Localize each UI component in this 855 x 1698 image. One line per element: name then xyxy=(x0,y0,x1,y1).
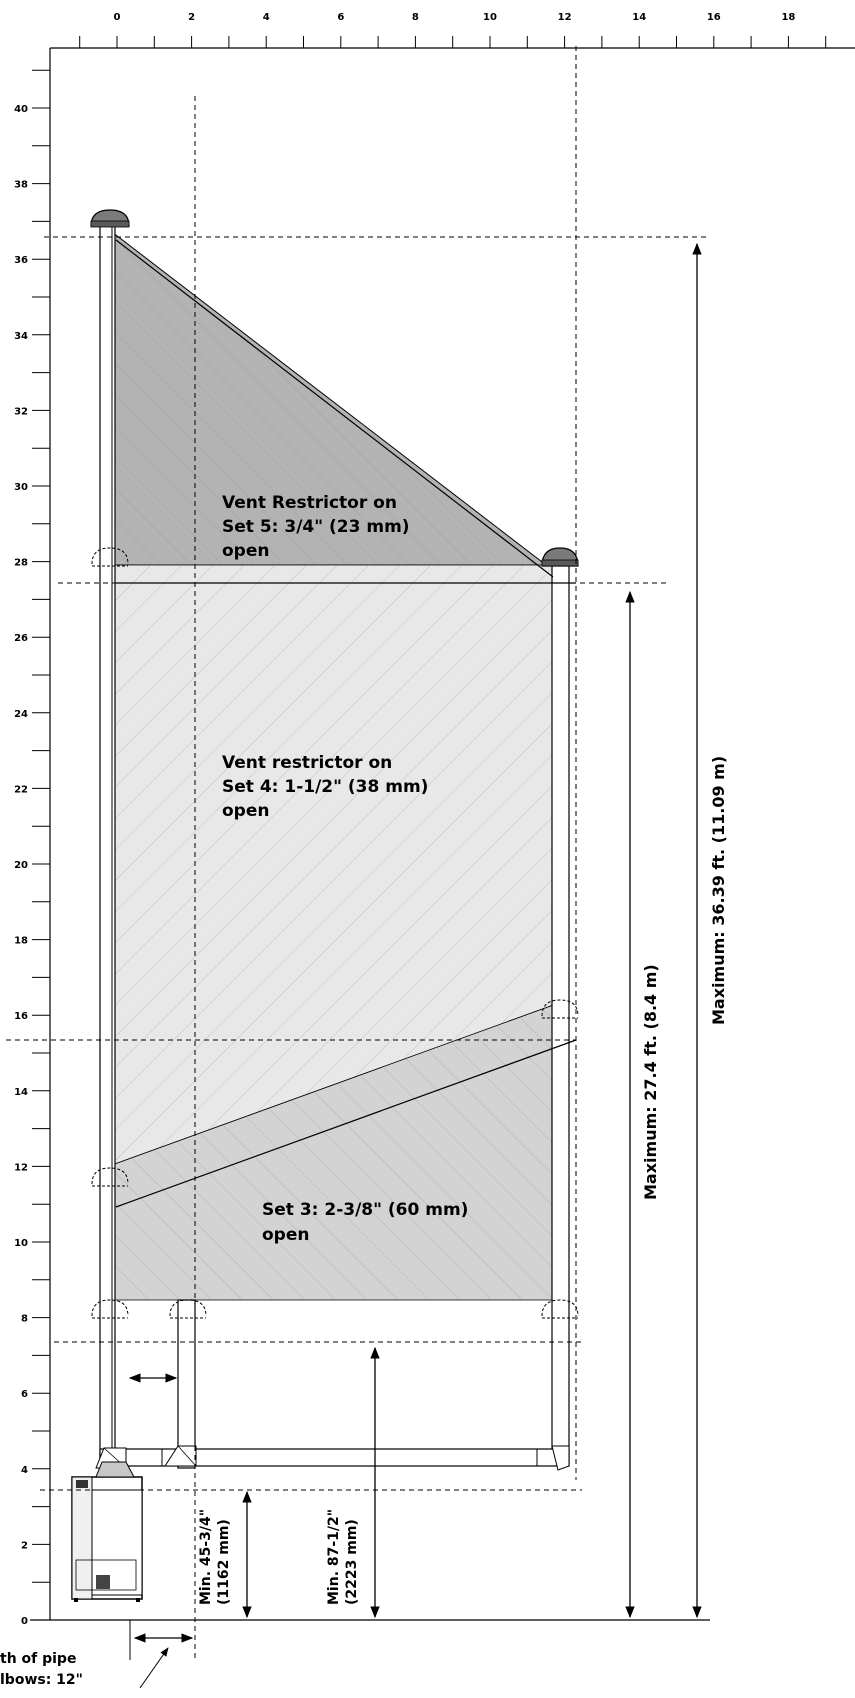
zone-set4-area xyxy=(111,564,560,1166)
y-axis-tick-label: 38 xyxy=(14,180,28,191)
zone-label-set5: Vent Restrictor on Set 5: 3/4" (23 mm) o… xyxy=(222,493,410,561)
y-axis-tick-label: 22 xyxy=(14,784,28,795)
water-heater-unit xyxy=(71,1461,143,1602)
y-axis-tick-label: 18 xyxy=(14,936,28,947)
x-axis-tick-label: 6 xyxy=(337,12,344,23)
zone-set3-line2: open xyxy=(262,1225,309,1245)
x-axis-tick-label: 4 xyxy=(263,12,270,23)
min-87-line1: Min. 87-1/2" xyxy=(326,1509,342,1605)
zone-set5-area xyxy=(111,230,548,566)
min-87-line2: (2223 mm) xyxy=(344,1519,360,1605)
y-axis-tick-label: 6 xyxy=(21,1389,28,1400)
y-axis-tick-label: 20 xyxy=(14,860,28,871)
y-axis-tick-label: 8 xyxy=(21,1314,28,1325)
right-vent-cap xyxy=(541,547,579,567)
pipe-length-line1: th of pipe xyxy=(0,1651,76,1667)
max-height-36-label: Maximum: 36.39 ft. (11.09 m) xyxy=(709,756,728,1025)
zone-set5-line3: open xyxy=(222,541,269,561)
right-vent-pipe xyxy=(551,564,570,1466)
max-height-27-label: Maximum: 27.4 ft. (8.4 m) xyxy=(641,964,660,1200)
zone-set5-line1: Vent Restrictor on xyxy=(222,493,397,513)
zone-set4-line2: Set 4: 1-1/2" (38 mm) xyxy=(222,777,428,797)
y-axis-tick-label: 40 xyxy=(14,104,28,115)
x-axis-tick-label: 8 xyxy=(412,12,419,23)
y-axis-tick-label: 16 xyxy=(14,1011,28,1022)
x-axis-tick-label: 14 xyxy=(632,12,646,23)
zone-set5-line2: Set 5: 3/4" (23 mm) xyxy=(222,517,410,537)
x-axis-tick-label: 12 xyxy=(558,12,572,23)
y-axis-tick-label: 30 xyxy=(14,482,28,493)
measurement-grid-axes: 0 2 4 6 8 10 12 14 16 180246810121416182022242628… xyxy=(14,12,855,1627)
left-vent-cap xyxy=(90,209,130,228)
pipe-couplings xyxy=(91,547,579,1319)
y-axis-tick-label: 26 xyxy=(14,633,28,644)
x-axis-tick-label: 16 xyxy=(707,12,721,23)
y-axis-tick-label: 32 xyxy=(14,406,28,417)
middle-vent-pipe xyxy=(177,1299,196,1469)
x-axis-tick-label: 2 xyxy=(188,12,195,23)
y-axis-tick-label: 28 xyxy=(14,558,28,569)
x-axis-tick-label: 10 xyxy=(483,12,497,23)
zone-set3-line1: Set 3: 2-3/8" (60 mm) xyxy=(262,1200,468,1220)
x-axis-tick-label: 0 xyxy=(114,12,121,23)
zone-label-set4: Vent restrictor on Set 4: 1-1/2" (38 mm)… xyxy=(222,753,428,821)
y-axis-tick-label: 4 xyxy=(21,1465,28,1476)
pipe-length-line2: lbows: 12" xyxy=(0,1672,83,1688)
y-axis-tick-label: 2 xyxy=(21,1540,28,1551)
dimension-arrows xyxy=(128,242,702,1689)
zone-set4-line3: open xyxy=(222,801,269,821)
zone-label-set3: Set 3: 2-3/8" (60 mm) open xyxy=(262,1200,468,1245)
y-axis-tick-label: 10 xyxy=(14,1238,28,1249)
y-axis-tick-label: 12 xyxy=(14,1162,28,1173)
min-45-line2: (1162 mm) xyxy=(216,1519,232,1605)
y-axis-tick-label: 24 xyxy=(14,709,28,720)
y-axis-tick-label: 34 xyxy=(14,331,28,342)
y-axis-tick-label: 14 xyxy=(14,1087,28,1098)
x-axis-tick-label: 18 xyxy=(781,12,795,23)
y-axis-tick-label: 36 xyxy=(14,255,28,266)
left-vent-pipe xyxy=(99,225,116,1467)
zone-boundaries xyxy=(115,239,577,1208)
zone-set4-line1: Vent restrictor on xyxy=(222,753,392,773)
min-45-line1: Min. 45-3/4" xyxy=(198,1509,214,1605)
y-axis-tick-label: 0 xyxy=(21,1616,28,1627)
